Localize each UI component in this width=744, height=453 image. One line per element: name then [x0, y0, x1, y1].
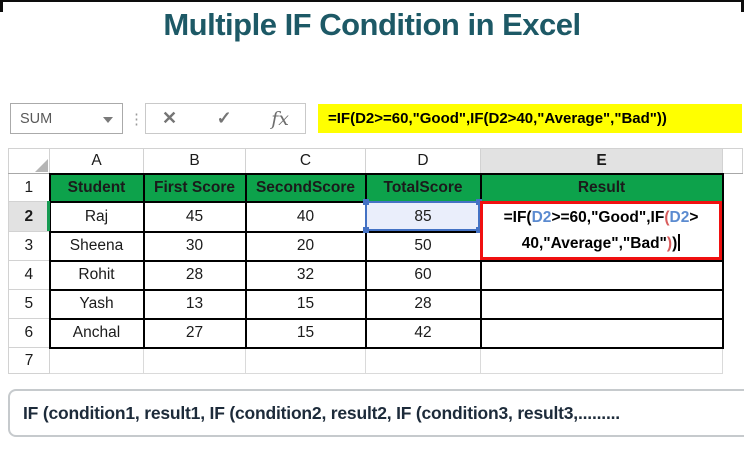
text-cursor: [678, 233, 681, 251]
page-title: Multiple IF Condition in Excel: [163, 7, 581, 42]
select-all-button[interactable]: [8, 148, 50, 174]
top-border-left-stub: [0, 0, 3, 12]
cell-B2[interactable]: 45: [142, 200, 247, 233]
cell-C3[interactable]: 20: [244, 230, 367, 262]
row-header-2[interactable]: 2: [8, 201, 50, 232]
cell-B6[interactable]: 27: [142, 317, 247, 349]
cell-A5[interactable]: Yash: [48, 288, 145, 320]
active-cell-editor[interactable]: =IF(D2>=60,"Good",IF(D2> 40,"Average","B…: [480, 201, 722, 260]
name-box-value: SUM: [20, 110, 53, 127]
cell-B7[interactable]: [143, 347, 246, 374]
cell-C6[interactable]: 15: [244, 317, 367, 349]
cell-formula-line1: =IF(D2>=60,"Good",IF(D2>: [503, 208, 699, 226]
cell-D4[interactable]: 60: [364, 259, 482, 291]
top-border-right-stub: [741, 0, 744, 12]
cell-D2[interactable]: 85: [364, 200, 482, 233]
formula-bar-separator-icon: ⋮: [129, 110, 144, 128]
cell-B5[interactable]: 13: [142, 288, 247, 320]
column-header-D[interactable]: D: [365, 148, 481, 174]
column-header-E[interactable]: E: [480, 148, 723, 174]
cell-C5[interactable]: 15: [244, 288, 367, 320]
name-box[interactable]: SUM: [10, 103, 123, 134]
cell-D3[interactable]: 50: [364, 230, 482, 262]
cell-D5[interactable]: 28: [364, 288, 482, 320]
cell-A6[interactable]: Anchal: [48, 317, 145, 349]
cell-A2[interactable]: Raj: [48, 200, 145, 233]
cancel-icon[interactable]: ✕: [162, 108, 178, 128]
cell-C4[interactable]: 32: [244, 259, 367, 291]
cell-C7[interactable]: [245, 347, 366, 374]
column-header-B[interactable]: B: [143, 148, 246, 174]
cell-C2[interactable]: 40: [244, 200, 367, 233]
cell-A3[interactable]: Sheena: [48, 230, 145, 262]
cell-C1[interactable]: SecondScore: [244, 172, 367, 203]
formula-bar-input[interactable]: =IF(D2>=60,"Good",IF(D2>40,"Average","Ba…: [318, 104, 742, 133]
cell-B4[interactable]: 28: [142, 259, 247, 291]
top-border: [0, 0, 744, 2]
column-header-A[interactable]: A: [49, 148, 144, 174]
cell-B3[interactable]: 30: [142, 230, 247, 262]
spreadsheet-grid: A B C D E 1 Student First Score SecondSc…: [8, 148, 743, 374]
cell-formula-line2: 40,"Average","Bad")): [522, 231, 681, 257]
cell-E4[interactable]: [479, 259, 724, 291]
syntax-note-text: IF (condition1, result1, IF (condition2,…: [23, 402, 620, 423]
name-box-dropdown-icon[interactable]: [103, 117, 113, 123]
cell-D1[interactable]: TotalScore: [364, 172, 482, 203]
row-header-5[interactable]: 5: [8, 289, 50, 319]
row-header-3[interactable]: 3: [8, 231, 50, 261]
cell-E7[interactable]: [480, 347, 723, 374]
select-all-icon: [35, 159, 48, 172]
row-header-6[interactable]: 6: [8, 318, 50, 348]
cell-B1[interactable]: First Score: [142, 172, 247, 203]
enter-icon[interactable]: ✓: [216, 108, 232, 128]
selected-row-accent: [47, 201, 50, 231]
syntax-note-box: IF (condition1, result1, IF (condition2,…: [8, 389, 744, 437]
row-header-4[interactable]: 4: [8, 260, 50, 290]
insert-function-icon[interactable]: fx: [271, 107, 289, 130]
cell-E5[interactable]: [479, 288, 724, 320]
cell-E1[interactable]: Result: [479, 172, 724, 203]
row-header-1[interactable]: 1: [8, 173, 50, 202]
column-header-partial[interactable]: [722, 148, 743, 174]
cell-E6[interactable]: [479, 317, 724, 349]
formula-bar-buttons: ✕ ✓ fx: [145, 103, 306, 134]
column-header-C[interactable]: C: [245, 148, 366, 174]
cell-A7[interactable]: [49, 347, 144, 374]
cell-A4[interactable]: Rohit: [48, 259, 145, 291]
cell-D7[interactable]: [365, 347, 481, 374]
row-header-7[interactable]: 7: [8, 347, 50, 374]
cell-D6[interactable]: 42: [364, 317, 482, 349]
cell-A1[interactable]: Student: [48, 172, 145, 203]
